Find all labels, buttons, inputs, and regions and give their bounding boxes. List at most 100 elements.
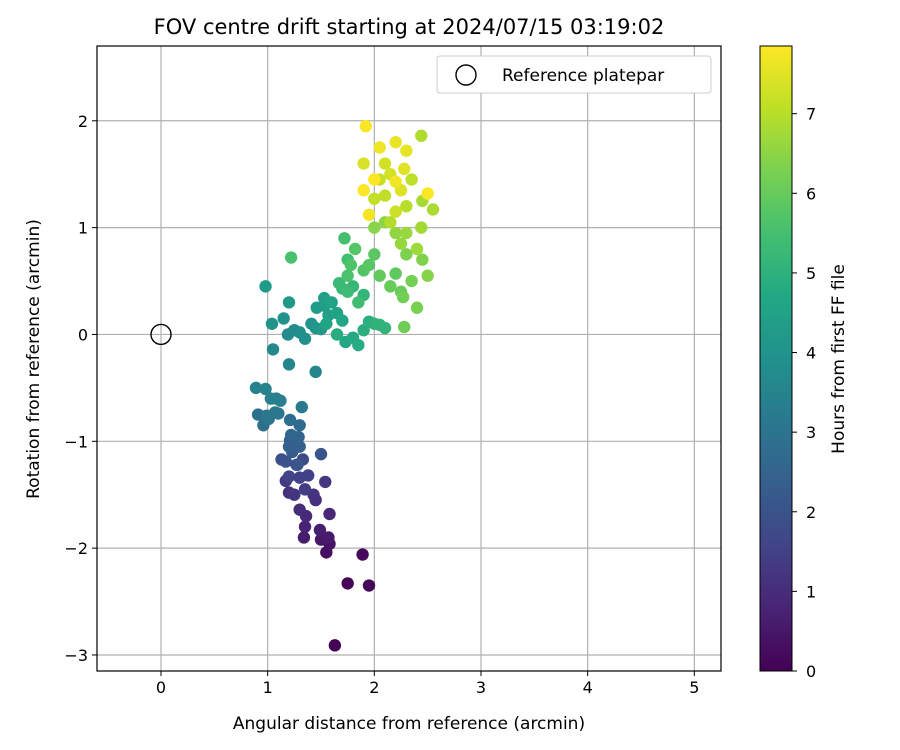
data-point bbox=[378, 189, 392, 202]
legend-reference-label: Reference platepar bbox=[502, 66, 664, 86]
data-point bbox=[398, 320, 411, 334]
data-point bbox=[288, 488, 301, 501]
data-point bbox=[279, 455, 292, 468]
y-tick-label: −1 bbox=[64, 432, 88, 451]
data-point bbox=[368, 192, 381, 205]
data-point bbox=[362, 258, 376, 272]
data-point bbox=[274, 394, 287, 407]
data-point bbox=[284, 428, 298, 442]
y-tick-label: 1 bbox=[78, 219, 88, 238]
colorbar-tick-label: 6 bbox=[806, 184, 816, 203]
data-point bbox=[389, 135, 402, 149]
data-point bbox=[341, 269, 354, 282]
data-point bbox=[332, 276, 346, 290]
data-point bbox=[400, 144, 413, 157]
data-point bbox=[368, 248, 381, 261]
x-tick-label: 1 bbox=[263, 678, 273, 697]
data-point bbox=[282, 358, 296, 371]
data-point bbox=[396, 290, 410, 304]
data-point bbox=[266, 343, 280, 356]
colorbar-tick-label: 3 bbox=[806, 423, 816, 442]
data-point bbox=[373, 141, 386, 154]
data-point bbox=[389, 226, 402, 240]
y-tick-label: −2 bbox=[64, 539, 88, 558]
colorbar-tick-label: 2 bbox=[806, 503, 816, 522]
data-point bbox=[421, 269, 434, 282]
data-point bbox=[362, 579, 376, 592]
data-point bbox=[309, 365, 322, 379]
data-point bbox=[249, 381, 263, 395]
colorbar: 0 1 2 3 4 5 6 7 Hours from first FF file bbox=[759, 45, 849, 681]
data-point bbox=[293, 440, 306, 453]
data-point bbox=[298, 520, 312, 533]
y-axis-label: Rotation from reference (arcmin) bbox=[24, 219, 44, 499]
grid-lines bbox=[97, 46, 721, 671]
colorbar-label: Hours from first FF file bbox=[829, 264, 849, 454]
data-point bbox=[264, 392, 278, 405]
data-point bbox=[352, 338, 365, 352]
data-point bbox=[410, 301, 424, 314]
data-point bbox=[282, 440, 296, 453]
data-point bbox=[415, 129, 428, 142]
data-point bbox=[416, 253, 429, 266]
data-point bbox=[357, 184, 370, 197]
x-tick-label: 3 bbox=[476, 678, 486, 697]
data-point bbox=[291, 458, 304, 472]
legend-box bbox=[436, 55, 712, 94]
data-point bbox=[320, 317, 333, 330]
data-point bbox=[319, 475, 332, 489]
data-point bbox=[421, 187, 434, 200]
y-tick-label: 2 bbox=[78, 112, 88, 131]
data-point bbox=[400, 200, 413, 213]
data-point bbox=[426, 203, 440, 216]
data-point bbox=[338, 232, 351, 245]
data-point bbox=[344, 258, 358, 272]
data-point bbox=[336, 314, 349, 327]
data-point bbox=[389, 175, 402, 188]
data-point bbox=[323, 507, 336, 521]
y-tick-label: 0 bbox=[78, 325, 88, 344]
data-point bbox=[378, 157, 392, 170]
y-tick-label: −3 bbox=[64, 646, 88, 665]
data-point bbox=[368, 173, 381, 186]
data-point bbox=[283, 413, 297, 427]
data-point bbox=[362, 208, 376, 222]
data-point bbox=[322, 531, 335, 544]
data-point bbox=[357, 157, 370, 170]
x-tick-label: 4 bbox=[583, 678, 593, 697]
data-point bbox=[384, 216, 397, 229]
data-point bbox=[314, 447, 328, 461]
chart-title: FOV centre drift starting at 2024/07/15 … bbox=[154, 15, 665, 39]
x-tick-label: 0 bbox=[156, 678, 166, 697]
colorbar-ticks: 0 1 2 3 4 5 6 7 bbox=[792, 105, 816, 681]
data-point bbox=[389, 267, 402, 280]
data-point bbox=[405, 173, 418, 186]
data-point bbox=[341, 577, 354, 590]
data-point bbox=[293, 471, 306, 484]
data-point bbox=[405, 274, 418, 288]
colorbar-tick-label: 5 bbox=[806, 264, 816, 283]
scatter-points bbox=[150, 119, 440, 652]
x-tick-label: 5 bbox=[689, 678, 699, 697]
data-point bbox=[384, 280, 397, 293]
data-point bbox=[277, 312, 290, 325]
colorbar-tick-label: 0 bbox=[806, 662, 816, 681]
reference-platepar-marker bbox=[150, 323, 172, 346]
data-point bbox=[398, 162, 411, 176]
data-point bbox=[293, 503, 306, 516]
data-point bbox=[348, 242, 362, 256]
data-point bbox=[268, 406, 282, 419]
colorbar-gradient bbox=[759, 45, 793, 672]
data-point bbox=[293, 419, 306, 432]
data-point bbox=[394, 237, 408, 250]
data-point bbox=[356, 548, 369, 561]
data-point bbox=[400, 226, 413, 240]
data-point bbox=[284, 251, 298, 264]
colorbar-tick-label: 1 bbox=[806, 582, 816, 601]
data-point bbox=[330, 328, 344, 341]
data-point bbox=[359, 119, 372, 133]
data-point bbox=[282, 296, 296, 309]
data-point bbox=[259, 382, 272, 396]
y-axis-ticks: −3 −2 −1 0 1 2 bbox=[64, 112, 97, 665]
